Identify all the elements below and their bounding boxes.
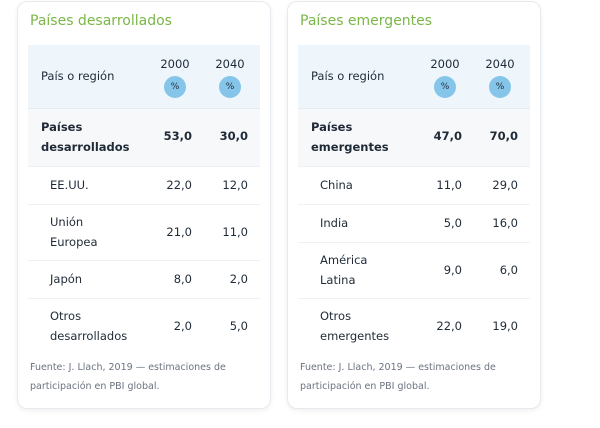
row-name: Europea <box>50 235 98 249</box>
percent-badge: % <box>164 76 186 98</box>
table-row-total: Países desarrollados 53,0 30,0 <box>28 108 260 166</box>
value-2040: 19,0 <box>492 319 518 333</box>
value-2040: 29,0 <box>492 178 518 192</box>
value-2000: 53,0 <box>163 129 192 143</box>
value-2000: 47,0 <box>433 129 462 143</box>
value-2000: 9,0 <box>443 263 462 277</box>
value-2000: 11,0 <box>436 178 462 192</box>
table-row: Otros desarrollados 2,0 5,0 <box>28 298 260 354</box>
developed-countries-card: Países desarrollados País o región 2000 … <box>17 1 271 409</box>
row-name: Japón <box>50 272 83 286</box>
source-line: Fuente: J. Llach, 2019 — estimaciones de <box>300 362 496 373</box>
row-name: Latina <box>320 273 356 287</box>
row-name: América <box>320 253 368 267</box>
table-row: Japón 8,0 2,0 <box>28 260 260 298</box>
column-header-2000: 2000 <box>430 57 460 71</box>
row-name: China <box>320 178 353 192</box>
column-header-region: País o región <box>311 69 385 83</box>
value-2040: 12,0 <box>222 178 248 192</box>
row-name: desarrollados <box>50 329 128 343</box>
table-row: EE.UU. 22,0 12,0 <box>28 166 260 204</box>
emerging-countries-card: Países emergentes País o región 2000 204… <box>287 1 541 409</box>
value-2040: 30,0 <box>219 129 248 143</box>
value-2040: 16,0 <box>492 216 518 230</box>
value-2040: 11,0 <box>222 225 248 239</box>
value-2040: 6,0 <box>499 263 518 277</box>
column-header-2040: 2040 <box>485 57 515 71</box>
column-header-region: País o región <box>41 69 115 83</box>
column-header-2000: 2000 <box>160 57 190 71</box>
percent-badge: % <box>219 76 241 98</box>
developed-table: País o región 2000 2040 % % Países desar… <box>28 45 260 354</box>
row-name: Unión <box>50 215 84 229</box>
value-2000: 2,0 <box>173 319 192 333</box>
card-title: Países desarrollados <box>30 13 172 29</box>
row-name: emergentes <box>320 329 390 343</box>
table-row: Otros emergentes 22,0 19,0 <box>298 298 530 354</box>
value-2000: 8,0 <box>173 272 192 286</box>
column-header-2040: 2040 <box>215 57 245 71</box>
table-row: China 11,0 29,0 <box>298 166 530 204</box>
percent-badge: % <box>489 76 511 98</box>
percent-badge: % <box>434 76 456 98</box>
row-name: Otros <box>50 309 82 323</box>
row-name: emergentes <box>311 140 389 154</box>
value-2040: 70,0 <box>489 129 518 143</box>
row-name: Otros <box>320 309 352 323</box>
emerging-table: País o región 2000 2040 % % Países emerg… <box>298 45 530 354</box>
table-row: Unión Europea 21,0 11,0 <box>28 204 260 260</box>
source-line: Fuente: J. Llach, 2019 — estimaciones de <box>30 362 226 373</box>
row-name: desarrollados <box>41 140 130 154</box>
row-name: Países <box>311 120 353 134</box>
source-line: participación en PBI global. <box>300 381 430 392</box>
table-row: India 5,0 16,0 <box>298 204 530 242</box>
table-row: América Latina 9,0 6,0 <box>298 242 530 298</box>
table-row-total: Países emergentes 47,0 70,0 <box>298 108 530 166</box>
value-2040: 5,0 <box>229 319 248 333</box>
value-2000: 22,0 <box>436 319 462 333</box>
source-note: Fuente: J. Llach, 2019 — estimaciones de… <box>300 358 525 396</box>
table-header: País o región 2000 2040 % % <box>298 45 530 108</box>
row-name: India <box>320 216 349 230</box>
row-name: Países <box>41 120 83 134</box>
value-2040: 2,0 <box>229 272 248 286</box>
card-title: Países emergentes <box>300 13 433 29</box>
source-note: Fuente: J. Llach, 2019 — estimaciones de… <box>30 358 255 396</box>
source-line: participación en PBI global. <box>30 381 160 392</box>
row-name: EE.UU. <box>50 178 89 192</box>
value-2000: 22,0 <box>166 178 192 192</box>
value-2000: 5,0 <box>443 216 462 230</box>
value-2000: 21,0 <box>166 225 192 239</box>
table-header: País o región 2000 2040 % % <box>28 45 260 108</box>
